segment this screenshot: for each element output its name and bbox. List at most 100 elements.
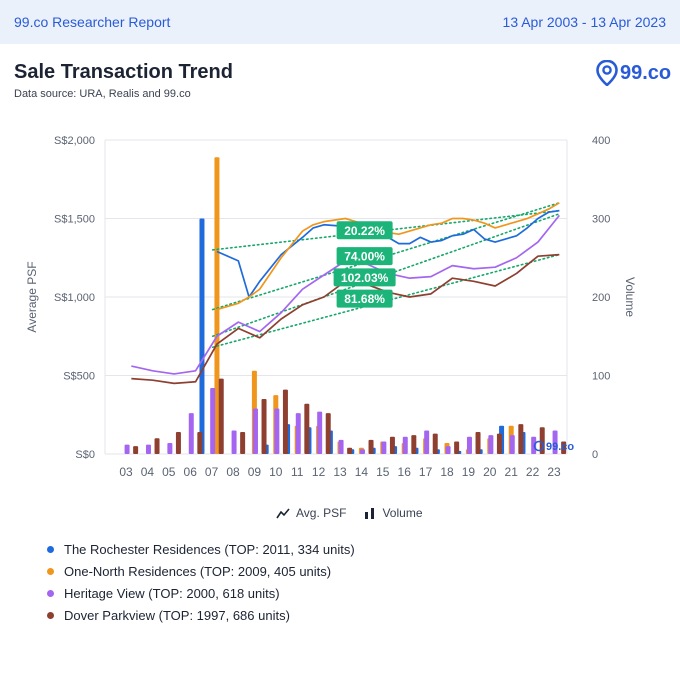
growth-badge — [336, 221, 393, 240]
x-tick-label: 16 — [398, 465, 412, 479]
volume-bar — [389, 436, 395, 454]
y2-axis-title: Volume — [623, 277, 637, 317]
y-axis-title: Average PSF — [25, 261, 39, 332]
volume-bar — [252, 408, 258, 454]
volume-bar — [175, 432, 181, 454]
volume-bar — [124, 444, 130, 454]
x-tick-label: 10 — [269, 465, 283, 479]
bar-chart-icon — [365, 508, 375, 519]
volume-bar — [561, 441, 567, 454]
series-color-dot — [47, 568, 54, 575]
growth-badge — [336, 289, 393, 308]
report-header-bar: 99.co Researcher Report 13 Apr 2003 - 13… — [0, 0, 680, 44]
growth-badge — [333, 268, 396, 287]
chart-watermark: 99.co — [533, 440, 574, 453]
y-tick-label: S$1,000 — [54, 292, 95, 304]
avg-psf-line — [216, 209, 560, 298]
volume-bar — [531, 436, 537, 454]
sale-transaction-chart: S$0 0 S$500 100 S$1,000 200 S$1,500 300 S$2,000 4… — [25, 135, 637, 479]
growth-badge-label: 74.00% — [344, 250, 385, 264]
x-tick-label: 21 — [505, 465, 519, 479]
series-legend-item: The Rochester Residences (TOP: 2011, 334… — [47, 542, 355, 557]
brand-logo: 99.co — [596, 60, 671, 86]
x-tick-label: 07 — [205, 465, 219, 479]
volume-bar — [411, 435, 417, 454]
series-name: One-North Residences (TOP: 2009, 405 uni… — [64, 564, 332, 579]
series-legend-item: One-North Residences (TOP: 2009, 405 uni… — [47, 564, 331, 579]
x-tick-label: 15 — [376, 465, 390, 479]
volume-bar — [466, 436, 472, 454]
volume-bar — [199, 218, 205, 454]
location-pin-icon — [596, 60, 618, 86]
volume-bar — [445, 446, 451, 454]
volume-bar — [261, 399, 267, 454]
series-name: Heritage View (TOP: 2000, 618 units) — [64, 586, 280, 601]
volume-bar — [295, 413, 301, 454]
volume-bar — [368, 439, 374, 454]
trendline — [211, 209, 561, 251]
page-title: Sale Transaction Trend — [14, 61, 233, 83]
y2-tick-label: 100 — [592, 371, 610, 383]
series-color-dot — [47, 546, 54, 553]
x-tick-label: 08 — [226, 465, 240, 479]
x-tick-label: 09 — [248, 465, 262, 479]
volume-bar — [133, 446, 139, 454]
line-chart-icon — [276, 508, 290, 519]
volume-bar — [304, 403, 310, 454]
x-tick-label: 04 — [141, 465, 155, 479]
data-source-text: Data source: URA, Realis and 99.co — [14, 88, 191, 100]
growth-badge — [336, 247, 393, 266]
chart-legend: Avg. PSF Volume — [276, 506, 423, 520]
volume-bar — [402, 436, 408, 454]
volume-bar — [282, 389, 288, 454]
volume-bar — [552, 430, 558, 454]
volume-bar — [214, 157, 220, 454]
logo-text: 99.co — [620, 61, 672, 84]
volume-bar — [424, 430, 430, 454]
volume-bar — [496, 433, 502, 454]
x-tick-label: 06 — [184, 465, 198, 479]
x-tick-label: 13 — [333, 465, 347, 479]
volume-bar — [509, 435, 515, 454]
volume-bar — [359, 449, 365, 454]
legend-avg-psf[interactable]: Avg. PSF — [276, 506, 346, 520]
volume-bar — [317, 411, 323, 454]
watermark-text: 99.co — [546, 441, 574, 453]
growth-badge-label: 20.22% — [344, 224, 385, 238]
y2-tick-label: 300 — [592, 214, 610, 226]
y-tick-label: S$1,500 — [54, 214, 95, 226]
volume-bar — [347, 447, 353, 454]
series-legend-item: Heritage View (TOP: 2000, 618 units) — [47, 586, 280, 601]
volume-bar — [210, 388, 216, 454]
volume-bar — [454, 441, 460, 454]
x-tick-label: 17 — [419, 465, 433, 479]
series-legend-item: Dover Parkview (TOP: 1997, 686 units) — [47, 608, 290, 623]
y-tick-label: S$500 — [63, 371, 95, 383]
legend-volume[interactable]: Volume — [364, 506, 423, 520]
legend-avg-psf-label: Avg. PSF — [296, 506, 347, 520]
report-title: 99.co Researcher Report — [14, 14, 171, 30]
x-tick-label: 23 — [547, 465, 561, 479]
volume-bar — [154, 438, 160, 454]
series-color-dot — [47, 590, 54, 597]
volume-bar — [518, 424, 524, 454]
date-range: 13 Apr 2003 - 13 Apr 2023 — [502, 14, 666, 30]
volume-bar — [432, 433, 438, 454]
volume-bar — [188, 413, 194, 454]
volume-bar — [231, 430, 237, 454]
x-tick-label: 18 — [440, 465, 454, 479]
y2-tick-label: 0 — [592, 449, 598, 461]
volume-bar — [338, 439, 344, 454]
volume-bar — [488, 435, 494, 454]
y-tick-label: S$0 — [75, 449, 95, 461]
volume-bar — [475, 432, 481, 454]
volume-bar — [274, 408, 280, 454]
x-tick-label: 19 — [462, 465, 476, 479]
volume-bar — [145, 444, 151, 454]
x-tick-label: 05 — [162, 465, 176, 479]
x-tick-label: 22 — [526, 465, 540, 479]
series-name: Dover Parkview (TOP: 1997, 686 units) — [64, 608, 290, 623]
x-tick-label: 20 — [483, 465, 497, 479]
growth-badge-label: 102.03% — [341, 271, 389, 285]
series-color-dot — [47, 612, 54, 619]
